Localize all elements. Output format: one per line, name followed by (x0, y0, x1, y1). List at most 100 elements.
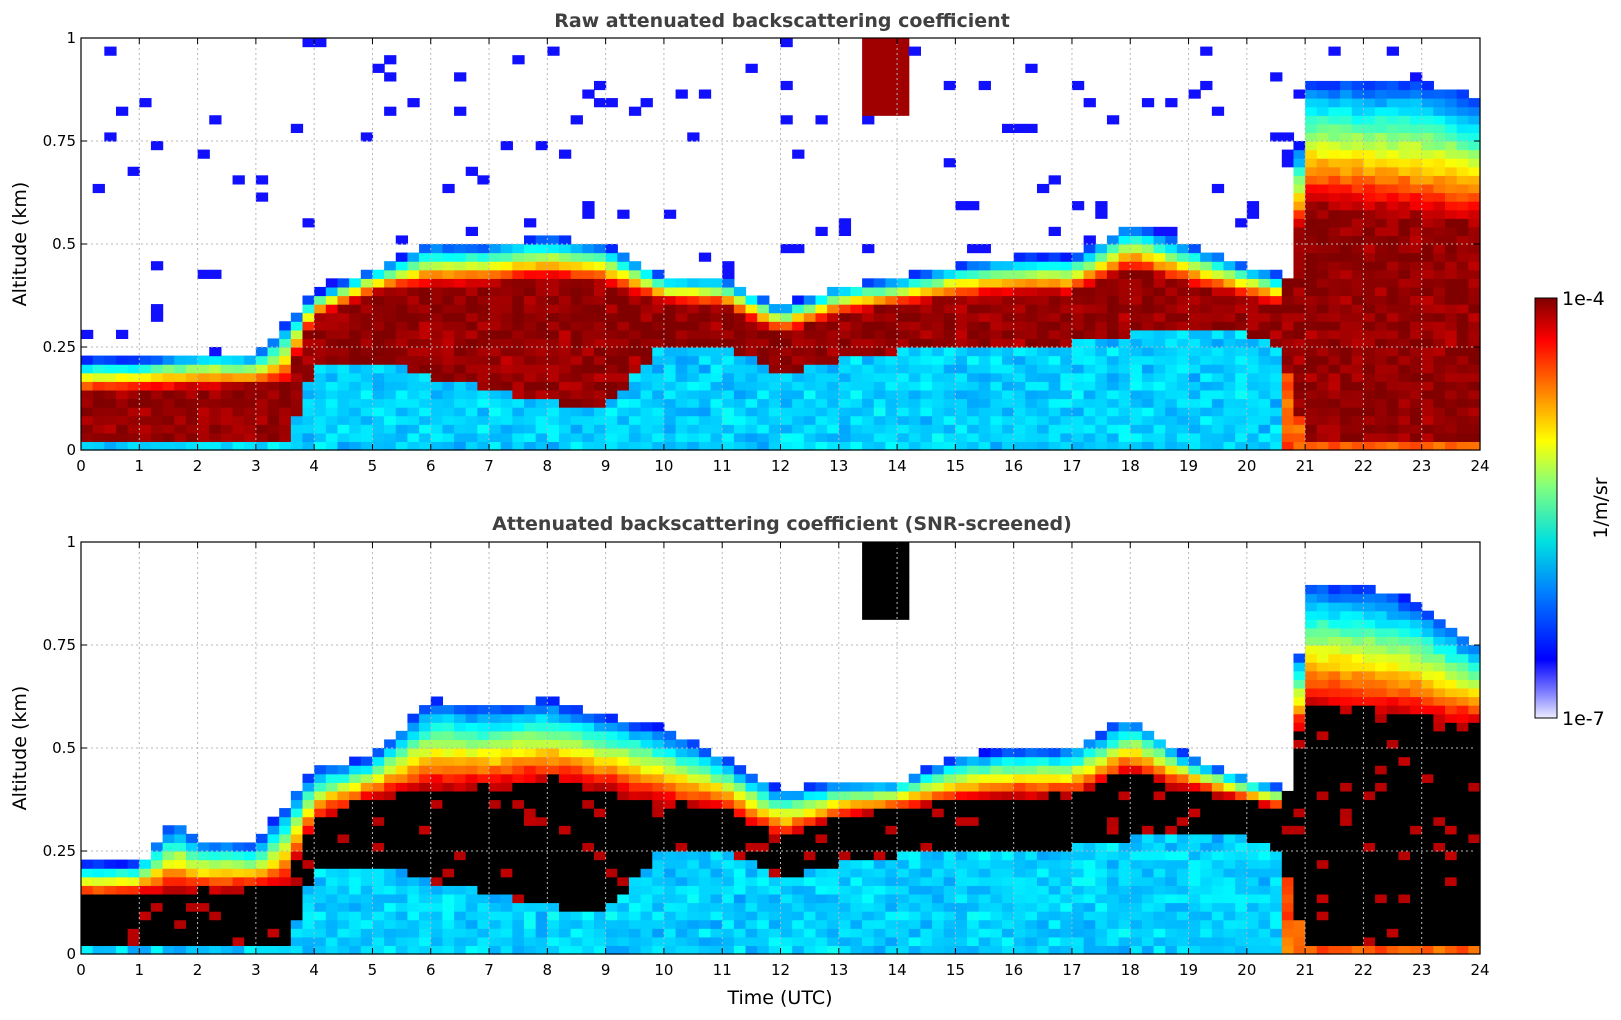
heatmap-cell (1340, 286, 1353, 297)
heatmap-cell (1095, 398, 1108, 408)
heatmap-cell (885, 902, 898, 912)
heatmap-cell (710, 919, 723, 929)
heatmap-cell (279, 424, 292, 434)
heatmap-cell (337, 347, 350, 357)
heatmap-cell (197, 389, 210, 400)
heatmap-cell (290, 321, 304, 331)
heatmap-cell (792, 244, 805, 254)
heatmap-cell (897, 338, 910, 348)
heatmap-cell (314, 312, 327, 322)
heatmap-cell (1351, 123, 1365, 134)
heatmap-cell (535, 945, 548, 955)
heatmap-cell (314, 859, 327, 869)
heatmap-cell (500, 842, 513, 852)
heatmap-cell (920, 911, 933, 921)
heatmap-cell (81, 407, 94, 417)
heatmap-cell (967, 893, 980, 904)
heatmap-cell (489, 424, 502, 434)
heatmap-cell (570, 705, 583, 715)
heatmap-cell (489, 911, 502, 921)
heatmap-cell (955, 833, 968, 844)
heatmap-cell (395, 338, 409, 348)
heatmap-cell (710, 911, 723, 921)
heatmap-cell (1421, 201, 1434, 211)
heatmap-cell (465, 885, 478, 895)
heatmap-cell (407, 415, 420, 425)
heatmap-cell (815, 833, 828, 844)
heatmap-cell (1083, 825, 1096, 835)
heatmap-cell (605, 432, 618, 443)
heatmap-cell (908, 304, 921, 314)
heatmap-cell (407, 868, 420, 878)
heatmap-cell (430, 722, 444, 732)
heatmap-cell (267, 364, 280, 374)
heatmap-cell (570, 115, 583, 125)
heatmap-cell (722, 415, 735, 425)
heatmap-cell (1083, 808, 1096, 818)
heatmap-cell (1398, 389, 1411, 400)
heatmap-cell (745, 902, 758, 912)
heatmap-cell (873, 782, 887, 792)
heatmap-cell (1468, 209, 1481, 219)
heatmap-cell (628, 295, 642, 305)
heatmap-cell (407, 347, 420, 357)
heatmap-cell (1060, 364, 1073, 374)
heatmap-cell (792, 842, 805, 852)
heatmap-cell (605, 773, 618, 783)
heatmap-cell (1305, 355, 1318, 365)
heatmap-cell (803, 372, 817, 382)
heatmap-cell (1071, 919, 1085, 929)
heatmap-cell (885, 55, 898, 65)
heatmap-cell (547, 825, 560, 835)
heatmap-cell (1270, 381, 1283, 391)
heatmap-cell (1316, 244, 1330, 254)
heatmap-cell (593, 244, 607, 254)
heatmap-cell (1258, 407, 1271, 417)
x-tick-label: 24 (1470, 457, 1489, 475)
heatmap-cell (1293, 415, 1306, 425)
heatmap-cell (1036, 261, 1050, 271)
heatmap-cell (442, 364, 455, 374)
heatmap-cell (314, 893, 327, 904)
heatmap-cell (1060, 269, 1073, 279)
heatmap-cell (1421, 432, 1434, 443)
heatmap-cell (290, 338, 304, 348)
heatmap-cell (780, 919, 793, 929)
heatmap-cell (500, 372, 513, 382)
heatmap-cell (803, 407, 817, 417)
heatmap-cell (430, 295, 444, 305)
heatmap-cell (395, 790, 409, 801)
heatmap-cell (81, 381, 94, 391)
heatmap-cell (454, 919, 467, 929)
heatmap-cell (500, 748, 513, 758)
heatmap-cell (337, 304, 350, 314)
heatmap-cell (454, 338, 467, 348)
heatmap-cell (395, 859, 409, 869)
heatmap-cell (547, 235, 560, 245)
heatmap-cell (815, 851, 828, 861)
heatmap-cell (1316, 424, 1330, 434)
heatmap-cell (407, 928, 420, 938)
heatmap-cell (430, 739, 444, 749)
heatmap-cell (733, 842, 747, 852)
heatmap-cell (1270, 355, 1283, 365)
heatmap-cell (593, 398, 607, 408)
heatmap-cell (663, 782, 677, 792)
heatmap-cell (162, 389, 175, 400)
heatmap-cell (1363, 235, 1376, 245)
heatmap-cell (489, 415, 502, 425)
heatmap-cell (885, 432, 898, 443)
heatmap-cell (1095, 209, 1108, 219)
heatmap-cell (838, 936, 852, 947)
heatmap-cell (489, 407, 502, 417)
heatmap-cell (978, 286, 991, 297)
heatmap-cell (500, 381, 513, 391)
heatmap-cell (885, 593, 898, 603)
heatmap-cell (1013, 756, 1026, 766)
heatmap-cell (593, 859, 607, 869)
heatmap-cell (617, 389, 630, 400)
heatmap-cell (908, 928, 921, 938)
heatmap-cell (1433, 158, 1446, 168)
heatmap-cell (873, 584, 887, 595)
heatmap-cell (1025, 859, 1038, 869)
